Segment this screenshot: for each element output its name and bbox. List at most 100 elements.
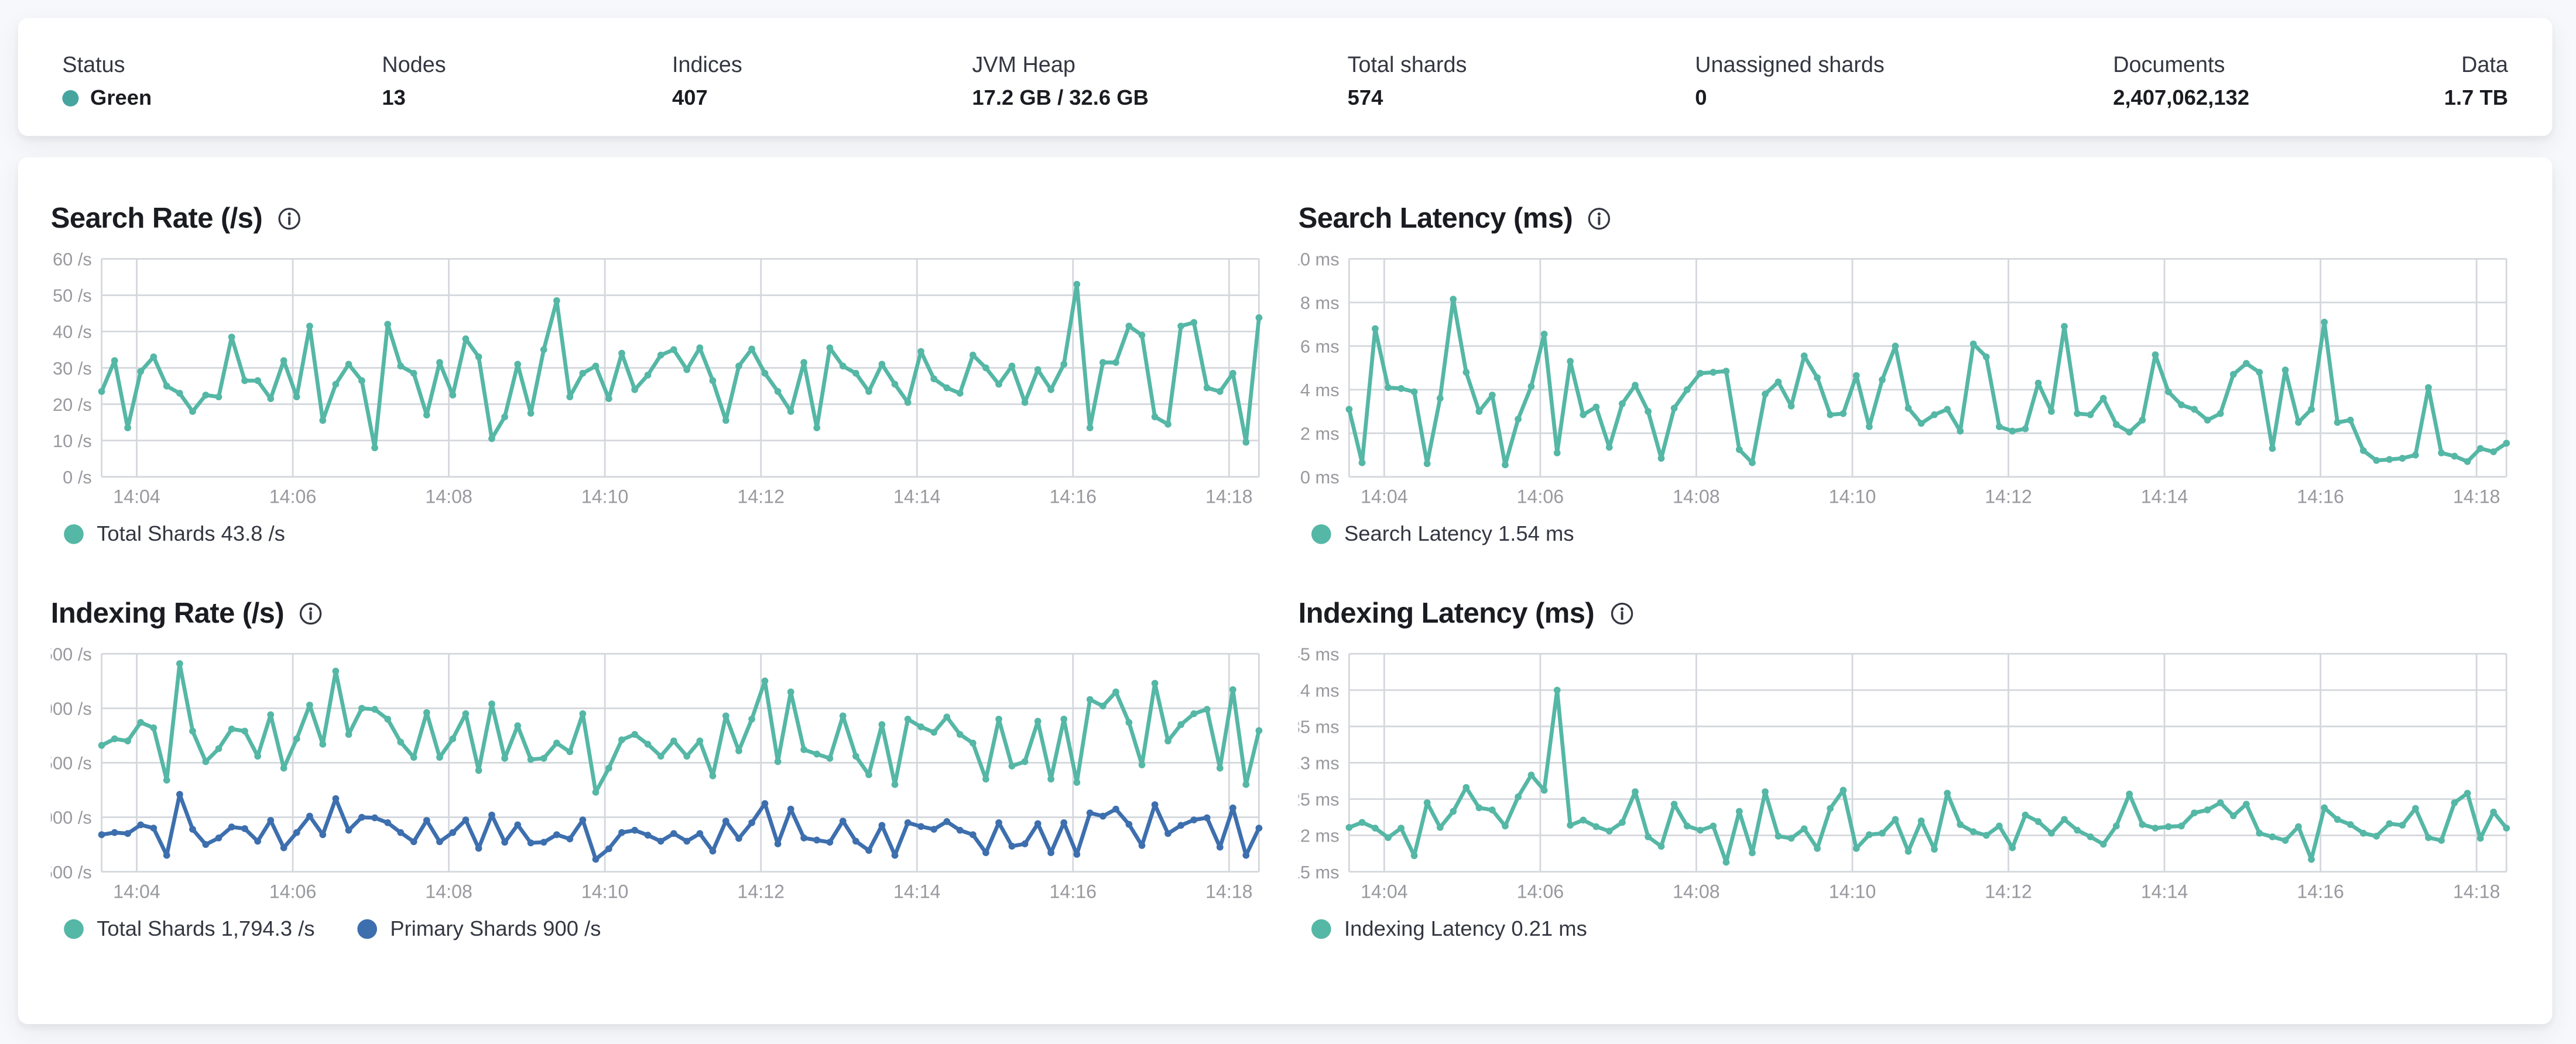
- y-axis-tick-label: 8 ms: [1300, 293, 1340, 313]
- summary-value: 574: [1348, 85, 1467, 110]
- x-axis-tick-label: 14:08: [1673, 486, 1720, 507]
- chart-plot-area[interactable]: 0 ms 2 ms 4 ms 6 ms 8 ms 10 ms 14:04 14:06 14:08…: [1299, 252, 2520, 511]
- summary-value: 2,407,062,132: [2113, 85, 2249, 110]
- chart-title: Indexing Rate (/s): [50, 595, 285, 629]
- x-axis-tick-label: 14:14: [893, 486, 941, 507]
- charts-grid: Search Rate (/s) 0 /s 10 /s 20 /s 30 /s 40 /s…: [18, 157, 2553, 940]
- summary-item-documents: Documents 2,407,062,132: [2113, 53, 2249, 110]
- x-axis-tick-label: 14:06: [1517, 881, 1564, 902]
- y-axis-tick-label: 1,000 /s: [51, 808, 92, 828]
- legend-series-dot-icon: [1311, 523, 1331, 544]
- x-axis-tick-label: 14:18: [1205, 486, 1253, 507]
- chart-plot-area[interactable]: 0 /s 10 /s 20 /s 30 /s 40 /s 50 /s 60 /s 14:04 1…: [51, 252, 1272, 511]
- y-axis-tick-label: 6 ms: [1300, 336, 1340, 357]
- chart-title-row: Search Latency (ms): [1299, 200, 2520, 236]
- series-line-total-shards: [100, 282, 1261, 450]
- legend-series-dot-icon: [357, 918, 377, 938]
- x-axis-tick-label: 14:16: [2297, 881, 2344, 902]
- x-axis-tick-label: 14:10: [1829, 486, 1876, 507]
- chart-title-row: Indexing Rate (/s): [51, 595, 1272, 631]
- info-icon[interactable]: [277, 207, 302, 231]
- y-axis-tick-label: 50 /s: [53, 286, 92, 306]
- series-line-search-latency: [1347, 297, 2509, 467]
- x-axis-tick-label: 14:12: [737, 486, 785, 507]
- chart-title-row: Indexing Latency (ms): [1299, 595, 2520, 631]
- summary-value-text: 0: [1695, 85, 1707, 110]
- chart-plot-area[interactable]: 0.15 ms 0.2 ms 0.25 ms 0.3 ms 0.35 ms 0.4 ms 0…: [1299, 647, 2520, 906]
- x-axis-tick-label: 14:16: [2297, 486, 2344, 507]
- chart-plot-area[interactable]: 500 /s 1,000 /s 1,500 /s 2,000 /s 2,500 /s 14…: [51, 647, 1272, 906]
- chart-legend: Indexing Latency 0.21 ms: [1311, 916, 2520, 940]
- y-axis-tick-label: 20 /s: [53, 394, 92, 415]
- y-axis-tick-label: 0 /s: [63, 467, 92, 487]
- summary-label: Unassigned shards: [1695, 52, 1885, 77]
- summary-item-data: Data 1.7 TB: [2444, 53, 2508, 110]
- summary-label: Indices: [672, 52, 742, 77]
- x-axis-tick-label: 14:16: [1049, 881, 1097, 902]
- y-axis-tick-label: 0.2 ms: [1299, 826, 1340, 846]
- legend-item-search-latency: Search Latency 1.54 ms: [1311, 521, 1574, 545]
- series-line-total-shards: [100, 661, 1261, 795]
- chart-legend: Total Shards 43.8 /s: [64, 521, 1272, 545]
- summary-item-jvm-heap: JVM Heap 17.2 GB / 32.6 GB: [972, 53, 1148, 110]
- summary-value-text: 574: [1347, 85, 1383, 110]
- x-axis-tick-label: 14:10: [581, 881, 629, 902]
- summary-item-total-shards: Total shards 574: [1348, 53, 1467, 110]
- summary-label: Nodes: [382, 52, 446, 77]
- chart-title: Indexing Latency (ms): [1298, 595, 1595, 629]
- x-axis-tick-label: 14:10: [581, 486, 629, 507]
- x-axis-tick-label: 14:18: [1205, 881, 1253, 902]
- health-status-dot-icon: [62, 89, 79, 106]
- x-axis-tick-label: 14:04: [113, 881, 160, 902]
- chart-indexing-rate-s: Indexing Rate (/s) 500 /s 1,000 /s 1,500 /s…: [51, 595, 1272, 940]
- series-line-primary-shards: [100, 792, 1261, 861]
- legend-label: Total Shards 1,794.3 /s: [97, 916, 315, 941]
- summary-value: 1.7 TB: [2444, 85, 2508, 110]
- info-icon[interactable]: [299, 602, 323, 626]
- y-axis-tick-label: 500 /s: [51, 862, 92, 882]
- y-axis-tick-label: 10 ms: [1299, 252, 1340, 269]
- summary-value-text: 13: [382, 85, 406, 110]
- summary-item-status: Status Green: [62, 53, 152, 110]
- y-axis-tick-label: 0.35 ms: [1299, 717, 1340, 737]
- summary-label: Documents: [2113, 52, 2225, 77]
- info-icon[interactable]: [1609, 602, 1633, 626]
- summary-label: Status: [62, 52, 125, 77]
- x-axis-tick-label: 14:04: [1361, 881, 1408, 902]
- summary-item-unassigned-shards: Unassigned shards 0: [1695, 53, 1885, 110]
- summary-value: 13: [382, 85, 446, 110]
- chart-title: Search Rate (/s): [50, 201, 263, 233]
- summary-value: 0: [1695, 85, 1885, 110]
- y-axis-tick-label: 0.3 ms: [1299, 753, 1340, 774]
- y-axis-tick-label: 2,500 /s: [51, 647, 92, 664]
- y-axis-tick-label: 0.45 ms: [1299, 647, 1340, 664]
- y-axis-tick-label: 0.15 ms: [1299, 862, 1340, 882]
- summary-value-text: 407: [672, 85, 708, 110]
- x-axis-tick-label: 14:14: [893, 881, 941, 902]
- x-axis-tick-label: 14:06: [269, 881, 317, 902]
- x-axis-tick-label: 14:06: [269, 486, 317, 507]
- summary-label: Data: [2461, 52, 2508, 77]
- summary-value-text: Green: [90, 85, 152, 110]
- y-axis-tick-label: 40 /s: [53, 322, 92, 342]
- x-axis-tick-label: 14:10: [1829, 881, 1876, 902]
- chart-search-latency-ms: Search Latency (ms) 0 ms 2 ms 4 ms 6 ms 8 ms 1…: [1299, 200, 2520, 545]
- info-icon[interactable]: [1587, 207, 1612, 231]
- legend-item-total-shards: Total Shards 1,794.3 /s: [64, 916, 315, 941]
- y-axis-tick-label: 30 /s: [53, 358, 92, 379]
- chart-title: Search Latency (ms): [1298, 201, 1573, 233]
- x-axis-tick-label: 14:14: [2141, 486, 2188, 507]
- x-axis-tick-label: 14:16: [1049, 486, 1097, 507]
- y-axis-tick-label: 60 /s: [53, 252, 92, 269]
- x-axis-tick-label: 14:08: [1673, 881, 1720, 902]
- x-axis-tick-label: 14:04: [1361, 486, 1408, 507]
- legend-item-primary-shards: Primary Shards 900 /s: [357, 916, 601, 940]
- x-axis-tick-label: 14:14: [2141, 881, 2188, 902]
- legend-label: Total Shards 43.8 /s: [97, 521, 285, 546]
- legend-series-dot-icon: [64, 918, 84, 938]
- chart-search-rate-s: Search Rate (/s) 0 /s 10 /s 20 /s 30 /s 40 /s…: [50, 200, 1272, 545]
- y-axis-tick-label: 10 /s: [53, 431, 92, 451]
- series-line-indexing-latency: [1347, 688, 2509, 864]
- x-axis-tick-label: 14:06: [1517, 486, 1564, 507]
- summary-value-text: 2,407,062,132: [2113, 85, 2249, 110]
